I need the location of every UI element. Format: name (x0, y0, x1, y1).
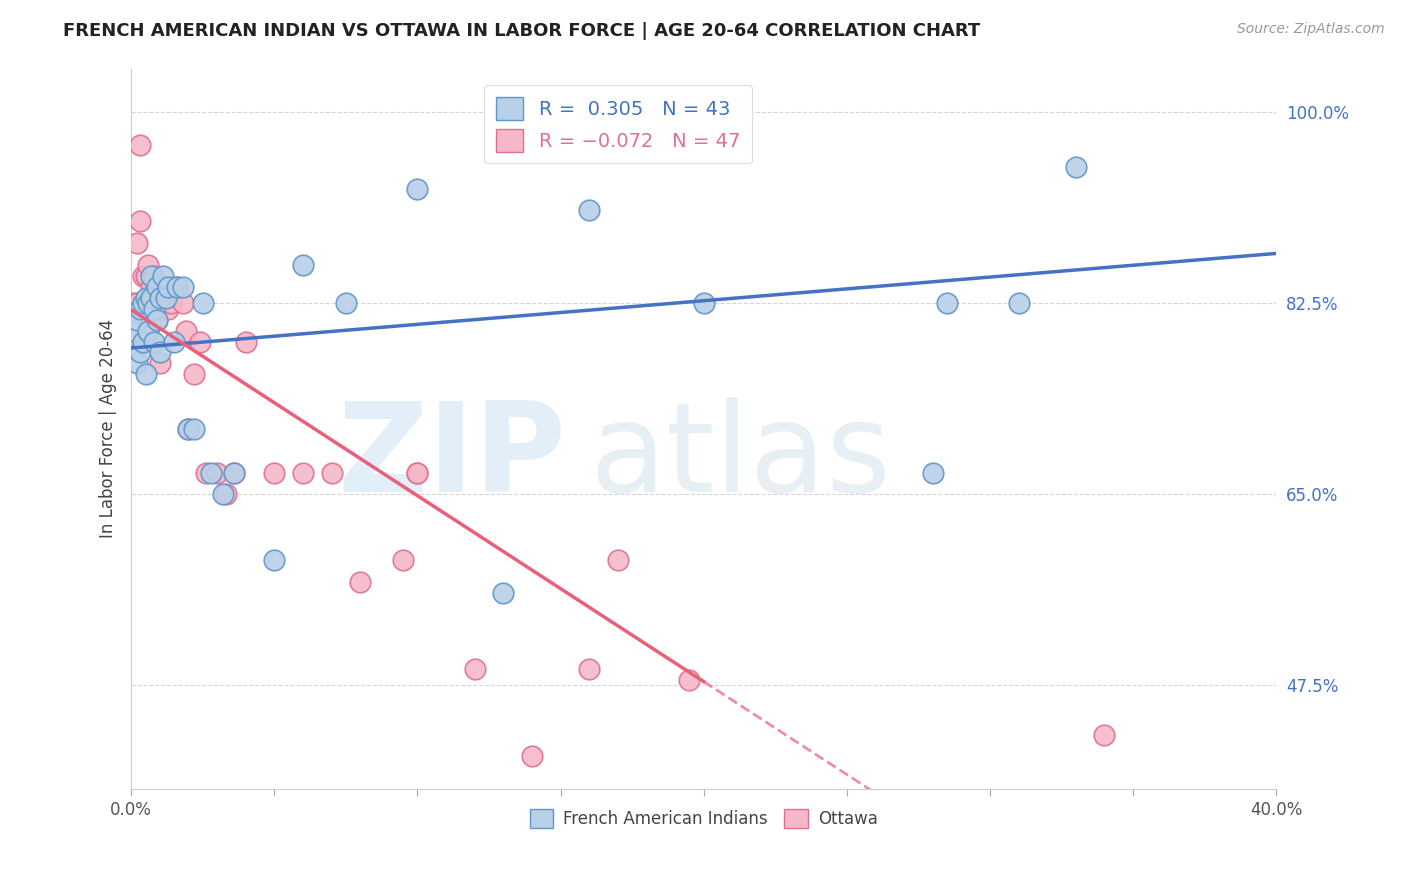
Point (138, 258, 160, 272)
Point (174, 324, 197, 338)
Point (406, 181, 429, 195)
Point (138, 296, 160, 310)
Point (141, 291, 163, 305)
Point (692, 296, 714, 310)
Point (122, 296, 145, 310)
Point (135, 324, 157, 338)
Point (235, 334, 257, 349)
Legend: French American Indians, Ottawa: French American Indians, Ottawa (523, 803, 884, 835)
Point (166, 280, 188, 294)
Text: FRENCH AMERICAN INDIAN VS OTTAWA IN LABOR FORCE | AGE 20-64 CORRELATION CHART: FRENCH AMERICAN INDIAN VS OTTAWA IN LABO… (63, 22, 980, 40)
Point (122, 324, 145, 338)
Point (921, 466, 943, 480)
Point (128, 301, 150, 316)
Point (149, 280, 172, 294)
Point (188, 334, 211, 349)
Point (141, 268, 163, 283)
Point (141, 301, 163, 316)
Point (125, 296, 148, 310)
Point (146, 312, 169, 326)
Point (321, 466, 343, 480)
Point (131, 334, 153, 349)
Point (163, 334, 186, 349)
Point (135, 268, 157, 283)
Point (406, 466, 429, 480)
Point (157, 301, 180, 316)
Point (155, 291, 177, 305)
Point (194, 466, 217, 480)
Point (146, 280, 169, 294)
Point (160, 296, 183, 310)
Point (141, 280, 163, 294)
Point (183, 422, 205, 436)
Point (464, 662, 486, 676)
Text: atlas: atlas (589, 397, 891, 518)
Point (520, 749, 543, 764)
Point (606, 553, 628, 567)
Point (163, 280, 186, 294)
Point (191, 296, 214, 310)
Point (211, 487, 233, 501)
Point (155, 280, 177, 294)
Point (125, 236, 148, 251)
Point (215, 487, 238, 501)
Point (177, 422, 200, 436)
Point (200, 466, 222, 480)
Point (135, 291, 157, 305)
Point (166, 280, 188, 294)
Point (143, 301, 166, 316)
Text: ZIP: ZIP (337, 397, 567, 518)
Point (149, 345, 172, 359)
Point (149, 291, 172, 305)
Point (224, 466, 246, 480)
Point (172, 280, 194, 294)
Point (263, 466, 285, 480)
Point (128, 345, 150, 359)
Point (157, 280, 180, 294)
Point (1092, 728, 1115, 742)
Point (131, 296, 153, 310)
Point (131, 334, 153, 349)
Point (492, 585, 515, 599)
Point (131, 268, 153, 283)
Point (291, 466, 314, 480)
Point (1007, 296, 1029, 310)
Point (172, 296, 194, 310)
Point (291, 258, 314, 272)
Point (392, 553, 415, 567)
Point (678, 673, 700, 687)
Point (578, 203, 600, 218)
Point (135, 368, 157, 382)
Point (152, 268, 174, 283)
Point (152, 296, 174, 310)
Point (128, 214, 150, 228)
Point (143, 301, 166, 316)
Point (205, 466, 228, 480)
Point (143, 268, 166, 283)
Point (1064, 160, 1087, 174)
Point (335, 296, 357, 310)
Point (125, 356, 148, 370)
Point (146, 312, 169, 326)
Y-axis label: In Labor Force | Age 20-64: In Labor Force | Age 20-64 (100, 319, 117, 539)
Point (349, 574, 371, 589)
Text: Source: ZipAtlas.com: Source: ZipAtlas.com (1237, 22, 1385, 37)
Point (125, 312, 148, 326)
Point (146, 280, 169, 294)
Point (263, 553, 285, 567)
Point (224, 466, 246, 480)
Point (936, 296, 959, 310)
Point (149, 356, 172, 370)
Point (143, 334, 166, 349)
Point (406, 466, 429, 480)
Point (578, 662, 600, 676)
Point (177, 422, 200, 436)
Point (138, 324, 160, 338)
Point (183, 368, 205, 382)
Point (128, 138, 150, 153)
